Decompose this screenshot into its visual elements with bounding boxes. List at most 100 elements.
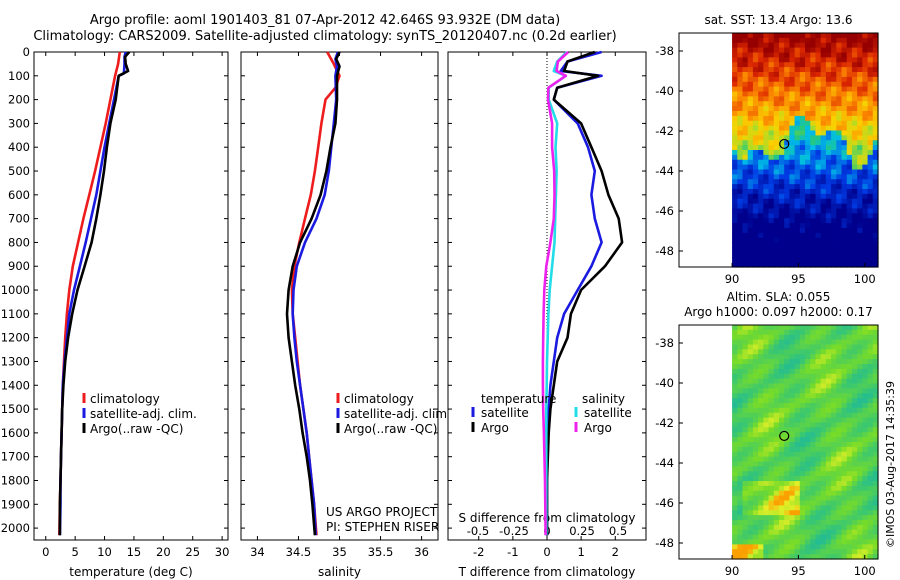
field-cell <box>768 208 775 214</box>
field-cell <box>867 412 874 419</box>
field-cell <box>789 500 796 506</box>
field-cell <box>841 96 848 102</box>
field-cell <box>831 339 837 346</box>
field-cell <box>778 67 785 73</box>
field-cell <box>773 193 780 200</box>
field-cell <box>851 544 858 550</box>
field-cell <box>867 101 874 107</box>
field-cell <box>778 169 785 175</box>
field-cell <box>737 325 744 331</box>
field-cell <box>789 383 796 389</box>
field-cell <box>836 349 843 355</box>
field-cell <box>758 383 764 389</box>
field-cell <box>732 490 738 497</box>
field-cell <box>805 262 811 268</box>
field-cell <box>846 549 853 555</box>
field-cell <box>825 47 832 54</box>
field-cell <box>867 96 874 102</box>
field-cell <box>747 252 754 258</box>
field-cell <box>773 451 780 458</box>
field-cell <box>747 203 754 210</box>
field-cell <box>773 164 780 171</box>
field-cell <box>851 549 858 555</box>
field-cell <box>805 130 811 136</box>
field-cell <box>789 451 796 458</box>
field-cell <box>825 466 832 472</box>
field-cell <box>820 481 827 487</box>
field-cell <box>825 120 832 127</box>
field-cell <box>857 106 863 112</box>
field-cell <box>778 125 785 132</box>
field-cell <box>799 213 806 219</box>
field-cell <box>862 47 869 54</box>
field-cell <box>857 476 863 482</box>
field-cell <box>841 81 848 88</box>
field-cell <box>789 218 796 224</box>
field-cell <box>778 481 785 487</box>
field-cell <box>857 218 863 224</box>
field-cell <box>784 223 790 229</box>
field-cell <box>841 101 848 107</box>
field-cell <box>794 257 801 263</box>
field-cell <box>773 159 780 166</box>
field-cell <box>846 179 853 185</box>
field-cell <box>794 111 801 117</box>
field-cell <box>867 198 874 205</box>
field-cell <box>820 96 827 102</box>
field-cell <box>773 544 780 550</box>
field-cell <box>836 120 843 127</box>
field-cell <box>857 539 863 545</box>
field-cell <box>851 471 858 477</box>
field-cell <box>758 490 764 497</box>
field-cell <box>867 76 874 83</box>
field-cell <box>815 456 822 463</box>
field-cell <box>732 461 738 467</box>
field-cell <box>846 72 853 78</box>
field-cell <box>831 364 837 370</box>
field-cell <box>805 47 811 54</box>
field-cell <box>857 481 863 487</box>
field-cell <box>825 150 832 156</box>
field-cell <box>789 359 796 365</box>
field-cell <box>763 184 770 190</box>
field-cell <box>841 145 848 151</box>
field-cell <box>794 140 801 146</box>
field-cell <box>758 485 764 492</box>
field-cell <box>768 364 775 370</box>
field-cell <box>789 339 796 346</box>
field-cell <box>862 471 869 477</box>
field-cell <box>820 174 827 180</box>
field-cell <box>805 237 811 244</box>
field-cell <box>763 150 770 156</box>
field-cell <box>752 471 759 477</box>
field-cell <box>851 422 858 428</box>
field-cell <box>815 490 822 497</box>
field-cell <box>742 106 749 112</box>
field-cell <box>773 354 780 360</box>
field-cell <box>799 228 806 234</box>
field-cell <box>747 179 754 185</box>
field-cell <box>794 500 801 506</box>
field-cell <box>815 164 822 171</box>
field-cell <box>752 213 759 219</box>
field-cell <box>752 505 759 511</box>
field-cell <box>846 554 853 560</box>
field-cell <box>831 257 837 263</box>
field-cell <box>773 101 780 107</box>
field-cell <box>836 125 843 132</box>
field-cell <box>789 76 796 83</box>
field-cell <box>778 539 785 545</box>
field-cell <box>789 145 796 151</box>
field-cell <box>867 534 874 541</box>
field-cell <box>820 364 827 370</box>
field-cell <box>851 262 858 268</box>
field-cell <box>857 140 863 146</box>
field-cell <box>763 471 770 477</box>
field-cell <box>857 189 863 195</box>
field-cell <box>836 67 843 73</box>
field-cell <box>872 47 879 54</box>
field-cell <box>758 520 764 526</box>
field-cell <box>825 242 832 249</box>
field-cell <box>867 33 874 39</box>
field-cell <box>841 111 848 117</box>
